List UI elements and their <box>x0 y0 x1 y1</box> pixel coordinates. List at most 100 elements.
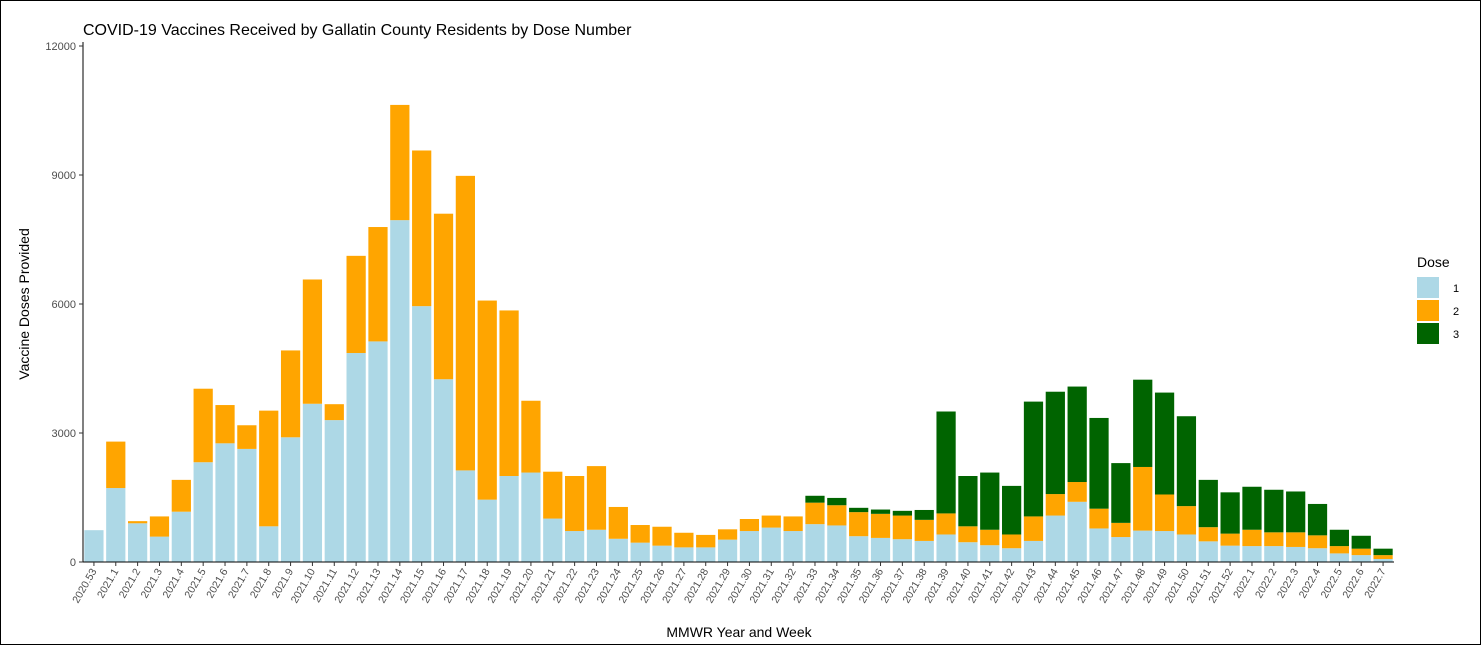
bar-2021.9-dose-2 <box>280 350 301 438</box>
bar-2022.7-dose-3 <box>1373 548 1393 556</box>
legend-label-dose-1: 1 <box>1453 283 1459 295</box>
bar-2021.19-dose-1 <box>499 476 519 562</box>
bar-2021.24-dose-1 <box>608 538 628 562</box>
bar-2021.12-dose-1 <box>346 353 366 562</box>
bar-2021.40-dose-1 <box>958 542 978 562</box>
bar-2022.6-dose-2 <box>1351 548 1371 556</box>
bar-2020.53-dose-1 <box>84 530 104 562</box>
bar-2021.16-dose-1 <box>433 379 454 562</box>
bar-2021.43-dose-3 <box>1023 401 1044 517</box>
bar-2021.39-dose-2 <box>936 513 956 535</box>
legend-title: Dose <box>1417 254 1450 270</box>
bar-2021.6-dose-1 <box>215 443 235 562</box>
bar-2021.10-dose-1 <box>302 403 323 562</box>
bar-2021.28-dose-1 <box>696 547 716 562</box>
bar-2021.13-dose-2 <box>368 227 388 342</box>
bar-2021.51-dose-2 <box>1198 527 1218 542</box>
bar-2022.4-dose-3 <box>1307 503 1328 536</box>
bar-2021.8-dose-1 <box>259 526 279 562</box>
bar-2021.51-dose-3 <box>1198 479 1218 528</box>
bar-2021.39-dose-1 <box>936 534 956 562</box>
bar-2021.44-dose-2 <box>1045 494 1065 516</box>
bar-2021.30-dose-1 <box>739 531 760 562</box>
y-axis-title: Vaccine Doses Provided <box>16 228 32 379</box>
bar-2021.1-dose-2 <box>106 441 126 489</box>
bar-2021.41-dose-2 <box>980 529 1000 546</box>
bar-2021.29-dose-2 <box>717 529 738 540</box>
bar-2021.48-dose-2 <box>1133 466 1153 531</box>
bar-2021.2-dose-2 <box>128 521 148 524</box>
bar-2021.23-dose-1 <box>586 529 607 562</box>
bar-2021.49-dose-3 <box>1154 392 1175 495</box>
y-tick-label-12000: 12000 <box>45 41 76 53</box>
bar-2022.2-dose-3 <box>1264 489 1284 533</box>
bar-2021.22-dose-1 <box>565 531 585 562</box>
bar-2022.5-dose-3 <box>1329 529 1349 547</box>
bar-2022.4-dose-1 <box>1307 548 1328 562</box>
bar-2021.23-dose-2 <box>586 466 607 530</box>
bar-2021.41-dose-3 <box>980 472 1000 530</box>
legend-swatch-dose-3 <box>1417 323 1439 344</box>
bar-2021.46-dose-2 <box>1089 508 1109 529</box>
bar-2021.51-dose-1 <box>1198 541 1218 562</box>
bar-2021.27-dose-1 <box>674 547 694 562</box>
bar-2022.5-dose-1 <box>1329 553 1349 562</box>
bar-2021.3-dose-2 <box>149 516 170 537</box>
bar-2022.1-dose-1 <box>1242 546 1262 562</box>
bar-2022.4-dose-2 <box>1307 535 1328 549</box>
bar-2021.35-dose-1 <box>849 536 869 562</box>
legend-label-dose-2: 2 <box>1453 306 1459 318</box>
bar-2021.1-dose-1 <box>106 488 126 562</box>
bar-2021.44-dose-3 <box>1045 391 1065 495</box>
bar-2021.46-dose-3 <box>1089 417 1109 509</box>
bar-2021.33-dose-3 <box>805 495 825 503</box>
bar-2021.52-dose-1 <box>1220 545 1240 562</box>
bar-2021.35-dose-3 <box>849 507 869 513</box>
bar-2021.22-dose-2 <box>565 476 585 532</box>
bar-2021.2-dose-1 <box>128 523 148 562</box>
bar-2021.31-dose-1 <box>761 527 781 562</box>
bar-2021.43-dose-1 <box>1023 540 1044 562</box>
legend-swatch-dose-1 <box>1417 277 1439 298</box>
bar-2021.14-dose-2 <box>390 104 410 221</box>
legend-swatch-dose-2 <box>1417 300 1439 321</box>
bar-2021.42-dose-2 <box>1002 534 1022 549</box>
bar-2022.3-dose-1 <box>1286 546 1306 562</box>
bar-2021.5-dose-1 <box>193 462 213 562</box>
bar-2021.38-dose-1 <box>914 540 934 562</box>
legend: Dose 1 2 3 <box>1417 254 1459 344</box>
bar-2021.8-dose-2 <box>259 410 279 527</box>
bar-2021.45-dose-1 <box>1067 501 1087 562</box>
bar-2021.32-dose-2 <box>783 516 803 532</box>
bar-2021.36-dose-1 <box>870 537 891 562</box>
bar-2021.28-dose-2 <box>696 534 716 548</box>
bar-2022.6-dose-1 <box>1351 555 1371 562</box>
bar-2021.20-dose-2 <box>521 400 541 473</box>
bar-2021.52-dose-3 <box>1220 492 1240 534</box>
bar-2021.16-dose-2 <box>433 213 454 380</box>
bar-2021.52-dose-2 <box>1220 533 1240 546</box>
bar-2021.12-dose-2 <box>346 255 366 354</box>
bar-2021.37-dose-1 <box>892 539 912 562</box>
bar-2021.50-dose-3 <box>1176 416 1197 507</box>
bar-2021.47-dose-2 <box>1111 522 1131 538</box>
bar-2021.39-dose-3 <box>936 411 956 514</box>
x-tick-label-2022.7: 2022.7 <box>1362 566 1389 600</box>
bar-2021.11-dose-1 <box>324 420 344 562</box>
y-tick-label-3000: 3000 <box>52 428 76 440</box>
x-tick-label-2020.53: 2020.53 <box>70 566 99 605</box>
bar-2021.3-dose-1 <box>149 536 170 562</box>
bar-2021.33-dose-1 <box>805 524 825 562</box>
bar-2021.41-dose-1 <box>980 545 1000 562</box>
bar-2021.30-dose-2 <box>739 519 760 532</box>
bar-2021.37-dose-2 <box>892 515 912 540</box>
bar-2021.19-dose-2 <box>499 310 519 476</box>
bar-2021.21-dose-2 <box>543 471 563 519</box>
bar-2021.35-dose-2 <box>849 512 869 537</box>
bar-2021.44-dose-1 <box>1045 515 1065 562</box>
bar-2021.21-dose-1 <box>543 518 563 562</box>
bar-2021.42-dose-3 <box>1002 485 1022 535</box>
bar-2021.47-dose-1 <box>1111 537 1131 562</box>
